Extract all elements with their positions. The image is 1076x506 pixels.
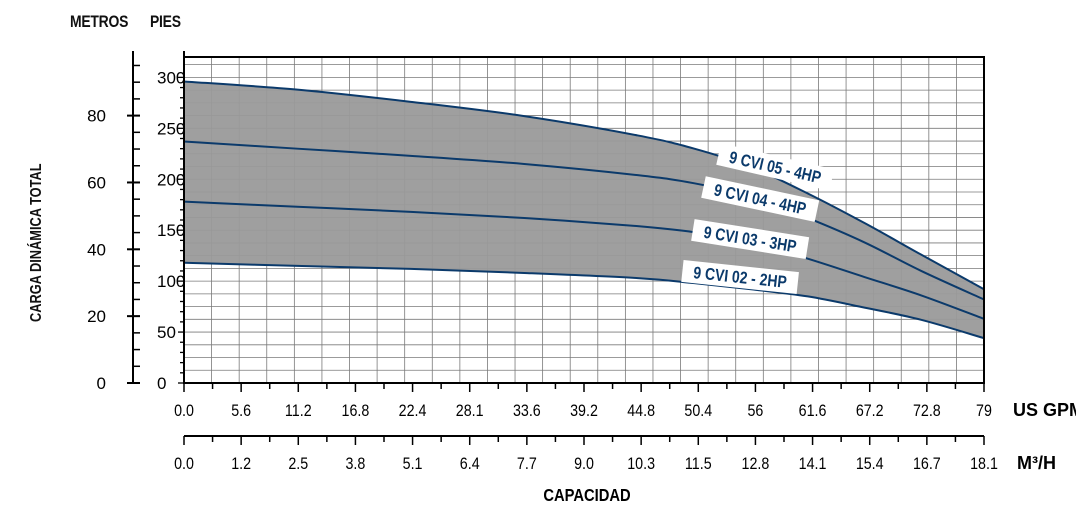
- m3h-tick-label: 11.5: [685, 455, 712, 473]
- gpm-tick-label: 61.6: [799, 402, 827, 420]
- m3h-tick-label: 15.4: [856, 455, 884, 473]
- gpm-tick-label: 22.4: [399, 402, 427, 420]
- feet-tick-label: 200: [157, 170, 185, 189]
- gpm-unit-label: US GPM: [1013, 400, 1076, 420]
- m3h-tick-label: 12.8: [742, 455, 770, 473]
- feet-tick-label: 0: [157, 374, 166, 393]
- metros-header: METROS: [70, 12, 129, 31]
- m3h-tick-label: 10.3: [627, 455, 655, 473]
- feet-tick-label: 50: [157, 323, 176, 342]
- gpm-tick-label: 16.8: [342, 402, 370, 420]
- m3h-tick-label: 14.1: [799, 455, 827, 473]
- m3h-tick-label: 18.1: [970, 455, 998, 473]
- m3h-tick-label: 3.8: [346, 455, 366, 473]
- m3h-tick-label: 2.5: [288, 455, 308, 473]
- gpm-tick-label: 28.1: [456, 402, 484, 420]
- feet-tick-label: 300: [157, 68, 185, 87]
- curve-label-bg: [716, 143, 835, 191]
- m3h-tick-label: 0.0: [174, 455, 194, 473]
- curve-4: [183, 261, 985, 340]
- gpm-tick-label: 72.8: [913, 402, 941, 420]
- curve-label-bg: [691, 219, 810, 259]
- m3h-tick-label: 7.7: [517, 455, 537, 473]
- meter-tick-label: 40: [87, 240, 106, 259]
- feet-tick-label: 100: [157, 272, 185, 291]
- curve-label-bg: [701, 176, 820, 222]
- performance-band: [184, 81, 984, 339]
- feet-tick-label: 250: [157, 119, 185, 138]
- gpm-tick-label: 0.0: [174, 402, 194, 420]
- x-axis-gpm: [183, 382, 985, 392]
- meter-tick-label: 20: [87, 307, 106, 326]
- gpm-tick-label: 11.2: [285, 402, 312, 420]
- gpm-tick-label: 79: [976, 402, 992, 420]
- curve-label-bg: [681, 260, 799, 295]
- pies-header: PIES: [150, 12, 181, 31]
- meter-tick-label: 60: [87, 173, 106, 192]
- gpm-tick-label: 50.4: [684, 402, 712, 420]
- meter-tick-label: 80: [87, 107, 106, 126]
- curve-2: [183, 140, 985, 301]
- gpm-tick-label: 67.2: [856, 402, 884, 420]
- x-axis-m3h: [183, 435, 985, 445]
- meter-tick-label: 0: [97, 374, 106, 393]
- gpm-tick-label: 5.6: [231, 402, 251, 420]
- m3h-tick-label: 9.0: [574, 455, 594, 473]
- curve-3: [183, 200, 985, 320]
- m3h-tick-label: 1.2: [231, 455, 251, 473]
- m3h-unit-label: M³/H: [1017, 453, 1056, 473]
- x-axis-title: CAPACIDAD: [543, 486, 630, 506]
- gpm-tick-label: 39.2: [570, 402, 598, 420]
- gpm-tick-label: 33.6: [513, 402, 541, 420]
- y-axis-title: CARGA DINÁMICA TOTAL: [28, 163, 45, 322]
- m3h-tick-label: 5.1: [403, 455, 423, 473]
- curve-1: [183, 80, 985, 291]
- feet-tick-label: 150: [157, 221, 185, 240]
- m3h-tick-label: 16.7: [913, 455, 941, 473]
- m3h-tick-label: 6.4: [460, 455, 480, 473]
- gpm-tick-label: 44.8: [627, 402, 655, 420]
- gpm-tick-label: 56: [747, 402, 763, 420]
